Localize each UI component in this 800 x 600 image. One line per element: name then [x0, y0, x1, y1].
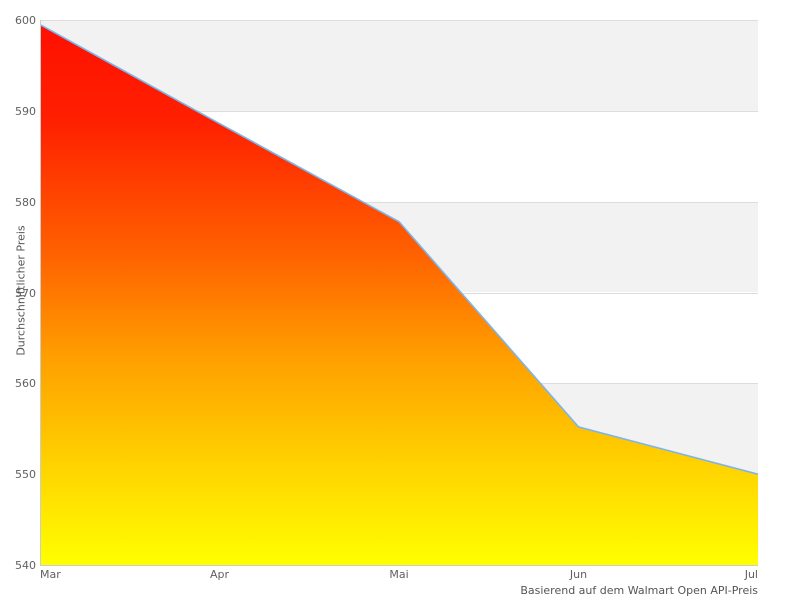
y-tick-label: 540: [15, 559, 36, 572]
y-tick-label: 590: [15, 104, 36, 118]
plot-area: [40, 20, 758, 565]
y-axis-line: [40, 20, 41, 565]
grid-line: [40, 202, 758, 203]
grid-line: [40, 111, 758, 112]
x-axis-line: [40, 565, 758, 566]
x-tick-label: Mai: [389, 568, 409, 581]
y-tick-label: 600: [15, 14, 36, 27]
x-tick-label: Jun: [569, 568, 588, 581]
x-tick-label: Jul: [744, 568, 758, 581]
chart-caption: Basierend auf dem Walmart Open API-Preis: [520, 584, 758, 597]
y-tick-label: 560: [15, 377, 36, 391]
series-svg: [40, 23, 758, 565]
series-line: [40, 23, 758, 475]
y-axis-title: Durchschnittlicher Preis: [14, 225, 28, 356]
y-tick-label: 580: [15, 195, 36, 209]
area-fill: [40, 24, 758, 565]
grid-line: [40, 20, 758, 21]
y-tick-label: 550: [15, 468, 36, 482]
series-layer: [40, 20, 758, 565]
x-tick-label: Mar: [40, 568, 61, 581]
y-tick-label: 570: [15, 286, 36, 300]
x-tick-label: Apr: [209, 568, 230, 581]
